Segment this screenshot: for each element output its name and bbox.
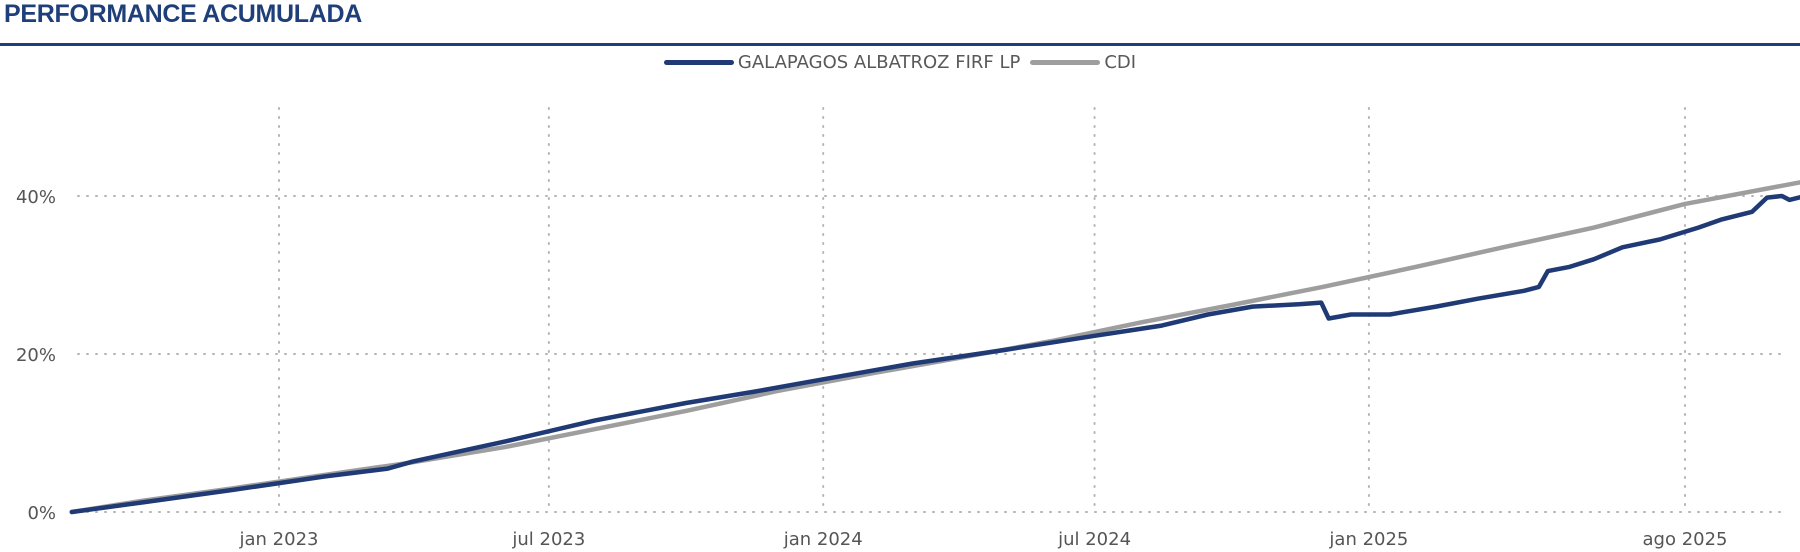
chart-legend: GALAPAGOS ALBATROZ FIRF LP CDI [0,52,1800,73]
legend-swatch-cdi [1030,60,1101,65]
x-tick-label: jan 2025 [1328,529,1408,550]
y-tick-label: 20% [16,345,56,366]
legend-label-cdi: CDI [1104,52,1137,73]
series-lines [69,180,1800,515]
x-tick-label: jan 2024 [783,529,863,550]
legend-label-fund: GALAPAGOS ALBATROZ FIRF LP [737,52,1021,73]
series-line-fund [69,193,1800,515]
series-line-cdi [69,180,1800,515]
legend-item-cdi: CDI [1030,52,1136,73]
x-tick-label: jul 2023 [511,529,585,550]
chart-title: PERFORMANCE ACUMULADA [4,0,363,28]
legend-swatch-fund [663,60,734,65]
y-tick-label: 40% [16,187,56,208]
x-tick-label: ago 2025 [1643,529,1728,550]
x-tick-label: jan 2023 [239,529,319,550]
x-tick-label: jul 2024 [1057,529,1131,550]
legend-item-fund: GALAPAGOS ALBATROZ FIRF LP [663,52,1021,73]
grid-lines [77,107,1789,513]
y-tick-label: 0% [27,503,56,524]
title-divider [0,43,1800,46]
x-axis-ticks: jan 2023 jul 2023 jan 2024 jul 2024 jan 2025… [239,529,1728,550]
y-axis-ticks: 0% 20% 40% [16,187,56,524]
